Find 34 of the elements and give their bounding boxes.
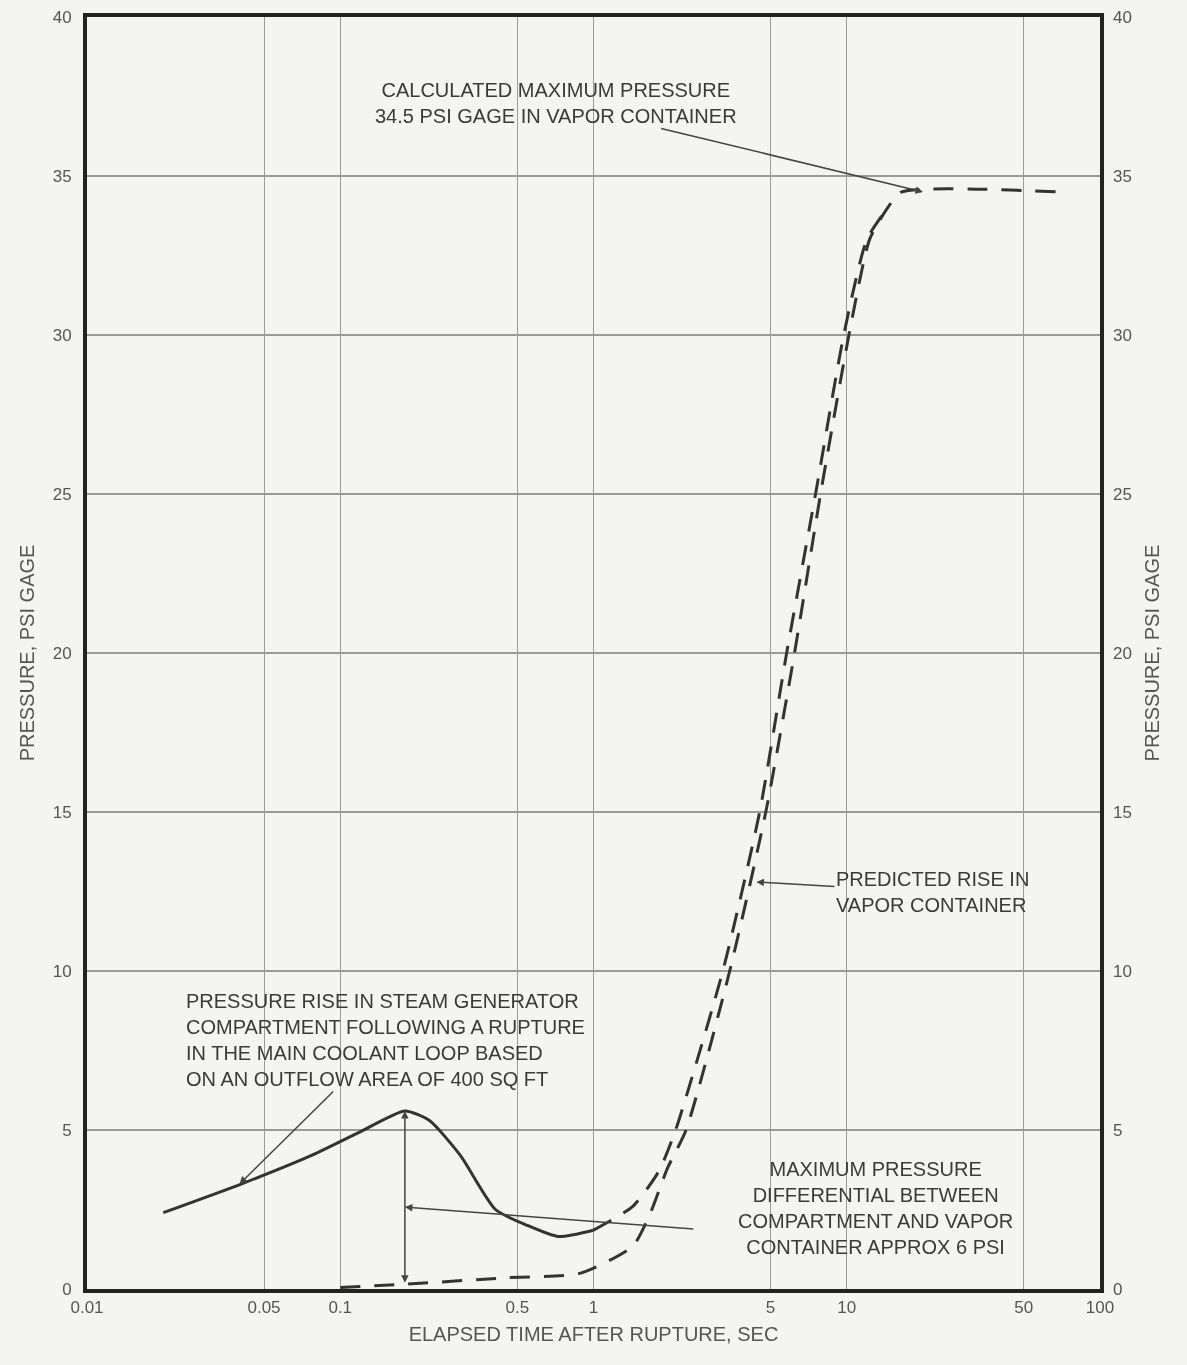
y2-tick-label: 0	[1113, 1279, 1123, 1299]
y-tick-label: 5	[62, 1120, 72, 1140]
x-tick-label: 0.01	[70, 1298, 104, 1318]
y2-tick-label: 40	[1113, 7, 1132, 27]
y-tick-label: 0	[62, 1279, 72, 1299]
annotation: MAXIMUM PRESSURE DIFFERENTIAL BETWEEN COMPARTMENT AND VAPOR CONTAINER APPROX 6 PSI	[738, 1158, 1014, 1258]
y2-tick-label: 5	[1113, 1120, 1123, 1140]
y2-tick-label: 30	[1113, 325, 1132, 345]
x-axis-title: ELAPSED TIME AFTER RUPTURE, SEC	[408, 1323, 779, 1346]
x-tick-label: 5	[765, 1298, 776, 1318]
y-tick-label: 20	[52, 643, 72, 663]
y2-tick-label: 20	[1113, 643, 1132, 663]
x-tick-label: 0.5	[505, 1298, 530, 1318]
x-tick-label: 50	[1014, 1298, 1034, 1318]
x-tick-label: 100	[1085, 1298, 1115, 1318]
x-tick-label: 0.05	[247, 1298, 281, 1318]
y2-axis-title: PRESSURE, PSI GAGE	[1141, 544, 1164, 762]
y-axis-title: PRESSURE, PSI GAGE	[15, 544, 38, 762]
y2-tick-label: 35	[1113, 166, 1132, 186]
annotation: PRESSURE RISE IN STEAM GENERATOR COMPARTMENT FOLLOWING A RUPTURE IN THE MAIN COOLANT LOOP BASED ON AN OUTFLOW AREA OF 400 SQ FT	[186, 990, 585, 1090]
y-tick-label: 40	[52, 7, 72, 27]
y2-tick-label: 25	[1113, 484, 1132, 504]
y2-tick-label: 10	[1113, 961, 1132, 981]
annotation: CALCULATED MAXIMUM PRESSURE 34.5 PSI GAGE IN VAPOR CONTAINER	[375, 79, 737, 127]
annotation: PREDICTED RISE IN VAPOR CONTAINER	[836, 868, 1030, 916]
x-tick-label: 0.1	[328, 1298, 353, 1318]
y-tick-label: 15	[52, 802, 72, 822]
y2-tick-label: 15	[1113, 802, 1132, 822]
x-tick-label: 10	[837, 1298, 857, 1318]
y-tick-label: 35	[52, 166, 72, 186]
y-tick-label: 30	[52, 325, 72, 345]
y-tick-label: 10	[52, 961, 72, 981]
y-tick-label: 25	[52, 484, 72, 504]
x-tick-label: 1	[588, 1298, 599, 1318]
